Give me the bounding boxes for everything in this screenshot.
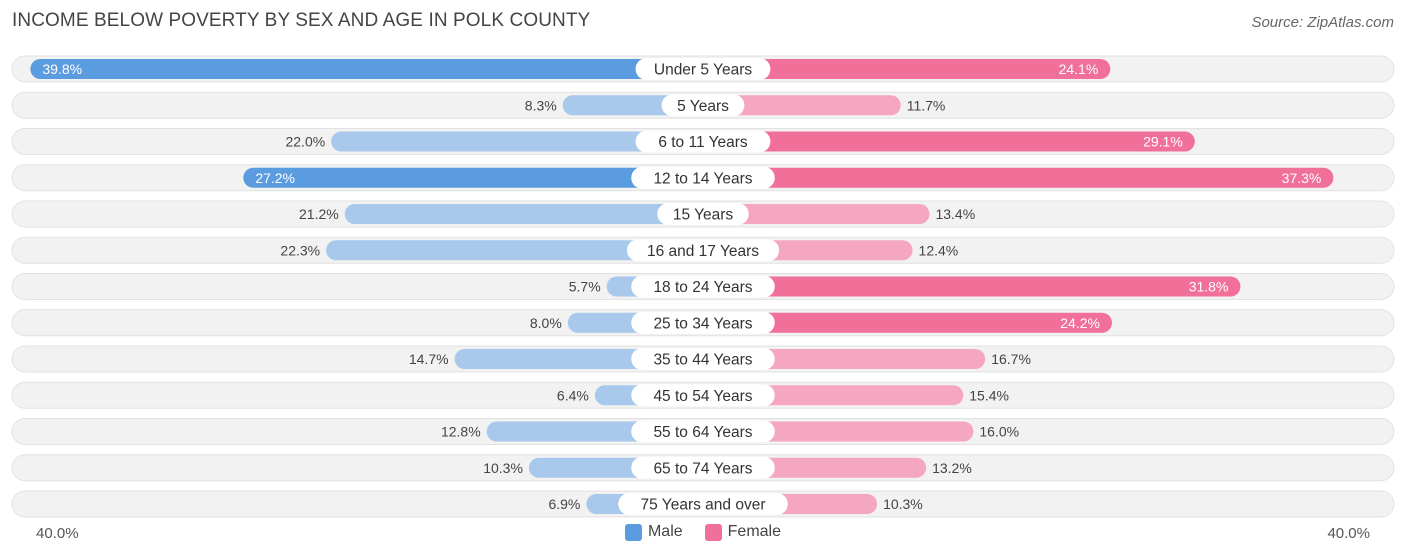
male-bar <box>344 204 703 224</box>
category-label: 12 to 14 Years <box>653 170 752 187</box>
male-value-label: 5.7% <box>569 279 601 295</box>
category-label: 45 to 54 Years <box>653 388 752 405</box>
category-label: 25 to 34 Years <box>653 315 752 332</box>
male-value-label: 21.2% <box>299 206 339 222</box>
legend-item-male: Male <box>624 523 683 541</box>
male-value-label: 10.3% <box>483 460 523 476</box>
female-bar <box>703 131 1195 152</box>
category-label-pill <box>631 384 775 407</box>
male-value-label: 27.2% <box>255 170 295 186</box>
category-label-pill <box>635 58 771 80</box>
axis-label-right: 40.0% <box>1327 525 1370 542</box>
category-label: 5 Years <box>677 98 729 115</box>
chart-source: Source: ZipAtlas.com <box>1251 14 1394 31</box>
male-value-label: 8.0% <box>530 315 562 331</box>
category-label: 6 to 11 Years <box>658 134 748 151</box>
category-label: 18 to 24 Years <box>653 279 752 296</box>
male-value-label: 8.3% <box>525 97 557 113</box>
category-label-pill <box>631 348 775 370</box>
female-bar <box>703 204 930 224</box>
category-label: 75 Years and over <box>641 497 766 514</box>
male-value-label: 22.3% <box>280 242 320 258</box>
female-value-label: 13.4% <box>935 206 975 222</box>
male-value-label: 6.4% <box>557 387 589 403</box>
female-value-label: 31.8% <box>1189 279 1229 295</box>
female-value-label: 13.2% <box>932 460 972 476</box>
category-label-pill <box>657 203 749 225</box>
legend: Male Female <box>0 523 1406 541</box>
female-value-label: 29.1% <box>1143 134 1183 150</box>
female-value-label: 10.3% <box>883 496 923 512</box>
male-value-label: 14.7% <box>409 351 449 367</box>
legend-item-female: Female <box>704 523 782 541</box>
category-label-pill <box>631 420 775 443</box>
female-value-label: 16.0% <box>979 424 1019 440</box>
category-label-pill <box>635 130 771 153</box>
male-bar <box>326 240 703 261</box>
female-value-label: 24.1% <box>1059 61 1099 77</box>
female-value-label: 12.4% <box>919 242 959 258</box>
category-label: Under 5 Years <box>654 62 752 79</box>
female-value-label: 24.2% <box>1060 315 1100 331</box>
legend-swatch-male <box>624 523 642 541</box>
male-value-label: 39.8% <box>42 61 82 77</box>
female-bar <box>703 312 1112 333</box>
category-label: 35 to 44 Years <box>653 352 752 369</box>
male-bar <box>30 59 703 79</box>
male-bar <box>243 167 703 188</box>
category-label-pill <box>626 239 780 262</box>
female-bar <box>703 95 901 116</box>
axis-label-left: 40.0% <box>36 525 79 542</box>
legend-label-male: Male <box>647 523 683 540</box>
category-label-pill <box>631 275 775 298</box>
category-label: 55 to 64 Years <box>653 424 752 441</box>
male-bar <box>331 131 703 152</box>
category-label-pill <box>631 311 775 334</box>
female-value-label: 37.3% <box>1282 170 1322 186</box>
male-value-label: 22.0% <box>285 134 325 150</box>
female-bar <box>703 276 1241 297</box>
female-value-label: 15.4% <box>969 387 1009 403</box>
category-label: 65 to 74 Years <box>653 460 752 477</box>
category-label-pill <box>661 94 745 117</box>
legend-label-female: Female <box>727 523 782 540</box>
diverging-bar-chart: 39.8% 24.1% Under 5 Years 8.3% 11.7% 5 Years 2… <box>11 55 1395 518</box>
category-label: 15 Years <box>673 207 734 224</box>
female-value-label: 11.7% <box>907 97 946 113</box>
female-value-label: 16.7% <box>991 351 1031 367</box>
legend-swatch-female <box>704 523 722 541</box>
category-label: 16 and 17 Years <box>647 243 759 260</box>
category-label-pill <box>631 456 775 479</box>
chart-title: INCOME BELOW POVERTY BY SEX AND AGE IN P… <box>12 10 591 31</box>
category-label-pill <box>631 166 775 189</box>
female-bar <box>703 167 1334 188</box>
male-value-label: 6.9% <box>548 496 580 512</box>
male-value-label: 12.8% <box>441 424 481 440</box>
female-bar <box>703 59 1111 79</box>
category-label-pill <box>618 493 788 515</box>
